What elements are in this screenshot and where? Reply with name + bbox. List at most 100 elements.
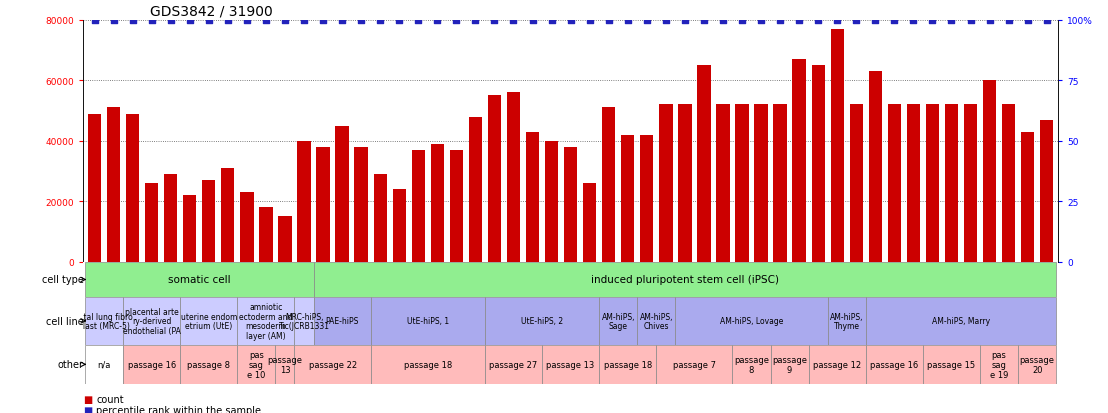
Bar: [106, 108, 121, 262]
Point: [962, 17, 979, 24]
Point: [485, 17, 503, 24]
Point: [1018, 17, 1036, 24]
Bar: [297, 141, 310, 262]
Bar: [485, 345, 542, 384]
Point: [581, 17, 598, 24]
Text: passage 18: passage 18: [403, 360, 452, 369]
Text: AM-hiPS, Lovage: AM-hiPS, Lovage: [720, 317, 783, 325]
Point: [466, 17, 484, 24]
Bar: [506, 93, 520, 262]
Bar: [314, 262, 1056, 297]
Text: AM-hiPS,
Thyme: AM-hiPS, Thyme: [830, 312, 863, 330]
Bar: [773, 105, 787, 262]
Text: passage 18: passage 18: [604, 360, 652, 369]
Point: [848, 17, 865, 24]
Bar: [926, 105, 940, 262]
Point: [904, 17, 922, 24]
Point: [638, 17, 656, 24]
Point: [409, 17, 427, 24]
Bar: [276, 345, 295, 384]
Point: [352, 17, 370, 24]
Bar: [637, 297, 676, 345]
Bar: [676, 297, 828, 345]
Point: [999, 17, 1017, 24]
Text: cell line: cell line: [47, 316, 84, 326]
Bar: [906, 105, 920, 262]
Bar: [809, 345, 865, 384]
Bar: [678, 105, 691, 262]
Point: [238, 17, 256, 24]
Bar: [85, 297, 123, 345]
Bar: [599, 345, 656, 384]
Point: [885, 17, 903, 24]
Point: [504, 17, 522, 24]
Bar: [237, 345, 276, 384]
Point: [276, 17, 294, 24]
Text: passage
20: passage 20: [1019, 355, 1055, 374]
Bar: [869, 72, 882, 262]
Point: [809, 17, 827, 24]
Point: [143, 17, 161, 24]
Bar: [222, 169, 235, 262]
Bar: [831, 30, 844, 262]
Point: [1038, 17, 1056, 24]
Point: [219, 17, 237, 24]
Bar: [317, 147, 330, 262]
Text: placental arte
ry-derived
endothelial (PA: placental arte ry-derived endothelial (P…: [123, 307, 181, 335]
Point: [429, 17, 447, 24]
Bar: [792, 60, 806, 262]
Bar: [123, 297, 181, 345]
Text: passage 16: passage 16: [870, 360, 919, 369]
Text: count: count: [96, 394, 124, 404]
Point: [866, 17, 884, 24]
Bar: [314, 297, 371, 345]
Bar: [126, 114, 140, 262]
Text: other: other: [58, 359, 84, 370]
Point: [676, 17, 694, 24]
Text: passage 13: passage 13: [546, 360, 595, 369]
Point: [124, 17, 142, 24]
Bar: [259, 208, 273, 262]
Point: [524, 17, 542, 24]
Bar: [656, 345, 732, 384]
Point: [371, 17, 389, 24]
Bar: [1002, 105, 1015, 262]
Bar: [770, 345, 809, 384]
Bar: [736, 105, 749, 262]
Text: passage
13: passage 13: [267, 355, 302, 374]
Point: [199, 17, 217, 24]
Text: passage 27: passage 27: [490, 360, 537, 369]
Text: ■: ■: [83, 405, 92, 413]
Bar: [181, 345, 237, 384]
Point: [924, 17, 942, 24]
Point: [181, 17, 198, 24]
Point: [599, 17, 617, 24]
Bar: [85, 262, 314, 297]
Point: [85, 17, 103, 24]
Text: n/a: n/a: [98, 360, 111, 369]
Bar: [526, 133, 540, 262]
Bar: [945, 105, 958, 262]
Bar: [583, 184, 596, 262]
Point: [829, 17, 847, 24]
Text: passage
8: passage 8: [733, 355, 769, 374]
Bar: [202, 181, 215, 262]
Bar: [485, 297, 599, 345]
Bar: [295, 345, 371, 384]
Bar: [755, 105, 768, 262]
Point: [257, 17, 275, 24]
Text: passage 8: passage 8: [187, 360, 230, 369]
Point: [162, 17, 179, 24]
Bar: [865, 345, 923, 384]
Bar: [181, 297, 237, 345]
Text: passage 15: passage 15: [927, 360, 975, 369]
Bar: [923, 345, 981, 384]
Point: [752, 17, 770, 24]
Bar: [373, 175, 387, 262]
Text: passage 22: passage 22: [308, 360, 357, 369]
Point: [771, 17, 789, 24]
Text: GDS3842 / 31900: GDS3842 / 31900: [150, 5, 273, 19]
Bar: [865, 297, 1056, 345]
Bar: [237, 297, 295, 345]
Bar: [431, 145, 444, 262]
